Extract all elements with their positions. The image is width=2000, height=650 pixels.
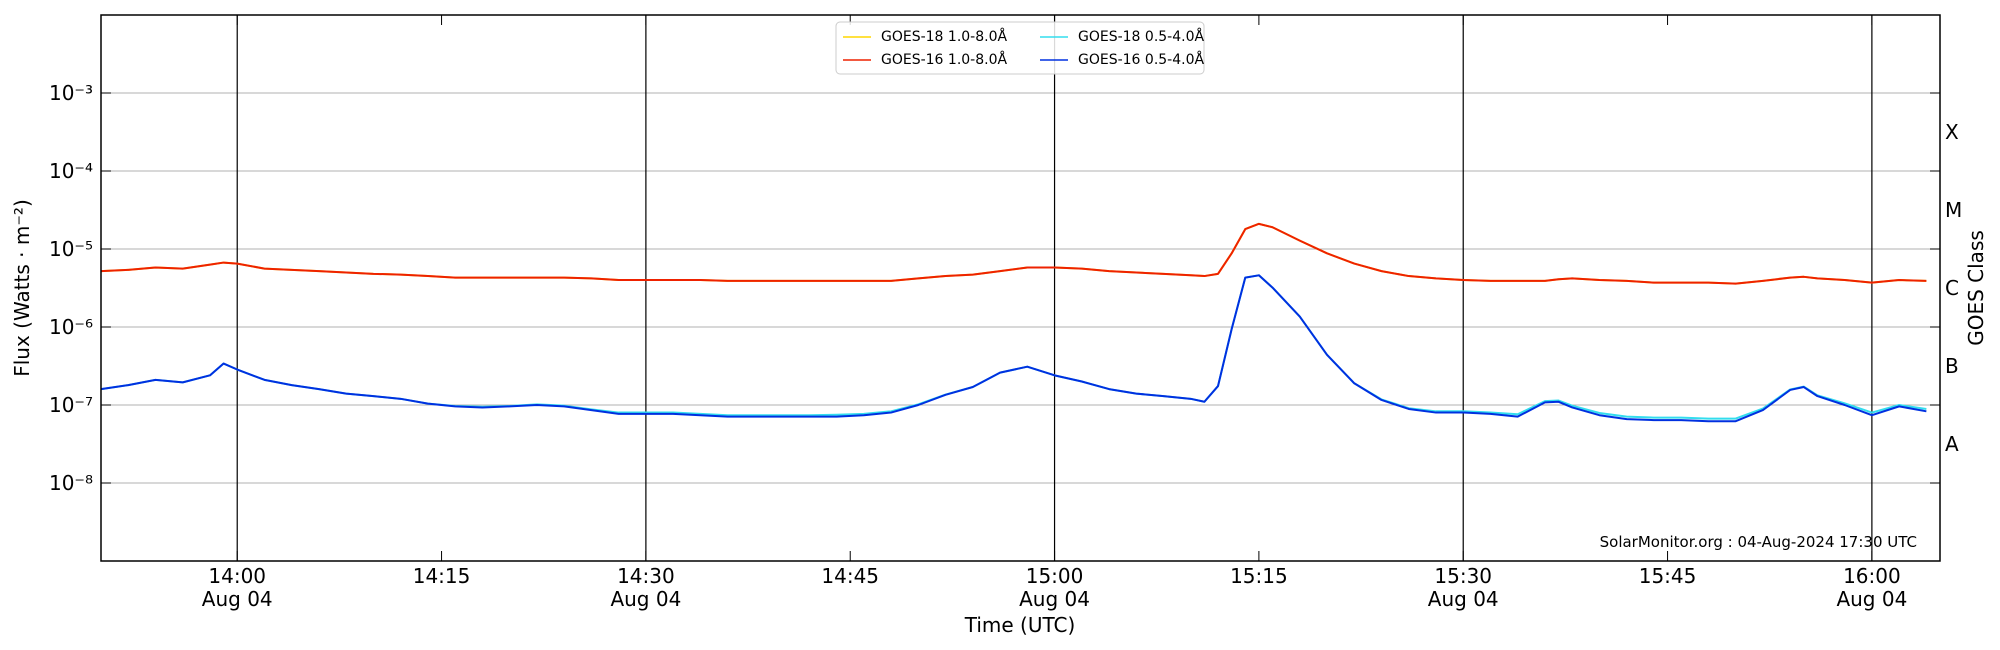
x-tick-label: 15:30 Aug 04	[1428, 564, 1499, 611]
y2-axis-label: GOES Class	[1964, 230, 1988, 346]
y-tick-label: 10⁻⁶	[49, 315, 93, 339]
legend-label: GOES-18 0.5-4.0Å	[1078, 28, 1204, 45]
legend: GOES-18 1.0-8.0Å GOES-16 1.0-8.0Å GOES-18 …	[835, 21, 1205, 75]
x-tick-label: 15:00 Aug 04	[1019, 564, 1090, 611]
annotation: SolarMonitor.org : 04-Aug-2024 17:30 UTC	[1600, 533, 1917, 551]
plot-frame	[100, 14, 1941, 562]
y-tick-label: 10⁻⁸	[49, 471, 93, 495]
legend-label: GOES-16 0.5-4.0Å	[1078, 51, 1204, 68]
x-tick-label: 15:45	[1639, 564, 1697, 588]
x-tick-label: 14:15	[413, 564, 471, 588]
y-axis-label: Flux (Watts · m⁻²)	[10, 199, 34, 377]
x-tick-label: 14:30 Aug 04	[610, 564, 681, 611]
series-line	[100, 274, 1927, 423]
y-tick-label: 10⁻⁵	[49, 237, 93, 261]
x-axis-label: Time (UTC)	[964, 613, 1076, 637]
legend-label: GOES-16 1.0-8.0Å	[881, 51, 1007, 68]
y2-tick-label: C	[1945, 276, 1959, 300]
x-tick-label: 14:00 Aug 04	[202, 564, 273, 611]
x-tick-label: 16:00 Aug 04	[1836, 564, 1907, 611]
y2-tick-label: M	[1945, 198, 1962, 222]
y2-tick-label: A	[1945, 432, 1959, 456]
legend-box	[835, 21, 1205, 75]
y-tick-label: 10⁻³	[49, 81, 93, 105]
x-tick-label: 14:45	[821, 564, 879, 588]
legend-label: GOES-18 1.0-8.0Å	[881, 28, 1007, 45]
y-tick-label: 10⁻⁴	[49, 159, 93, 183]
x-tick-label: 15:15	[1230, 564, 1288, 588]
y2-tick-label: B	[1945, 354, 1959, 378]
y2-tick-label: X	[1945, 120, 1959, 144]
series-line	[100, 222, 1927, 285]
y-tick-label: 10⁻⁷	[49, 393, 93, 417]
